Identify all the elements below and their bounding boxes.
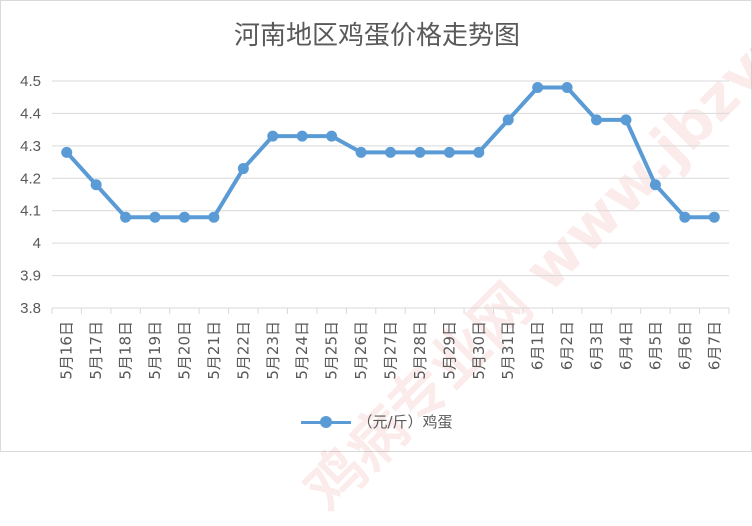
y-tick-labels: 3.8 3.9 4 4.1 4.2 4.3 4.4 4.5: [20, 73, 41, 317]
data-point: [355, 146, 367, 158]
y-tick-label: 4.1: [20, 203, 41, 220]
gridlines: [52, 80, 729, 277]
x-tick-label: 5月19日: [146, 321, 164, 380]
chart-title: 河南地区鸡蛋价格走势图: [233, 21, 520, 51]
x-tick-label: 5月31日: [499, 321, 517, 380]
data-point: [61, 146, 73, 158]
legend: （元/斤）鸡蛋: [1, 411, 752, 432]
data-point: [708, 211, 720, 223]
x-tick-label: 5月22日: [234, 321, 252, 380]
data-point: [443, 146, 455, 158]
x-tick-label: 5月29日: [440, 321, 458, 380]
legend-swatch: [301, 414, 352, 430]
data-point: [149, 211, 161, 223]
y-tick-label: 4.4: [20, 105, 41, 122]
data-point: [90, 179, 102, 191]
data-point: [267, 130, 279, 142]
x-tick-label: 6月5日: [646, 321, 664, 370]
data-point: [208, 211, 220, 223]
y-tick-label: 4.2: [20, 170, 41, 187]
y-tick-label: 3.9: [20, 268, 41, 285]
y-tick-label: 4.3: [20, 138, 41, 155]
y-tick-label: 4.5: [20, 73, 41, 90]
x-tick-label: 6月4日: [617, 321, 635, 370]
x-tick-label: 6月1日: [529, 321, 547, 370]
line-chart: 3.83.944.14.24.34.44.5 5月16日 5月17日 5月18日 5月…: [20, 73, 730, 380]
x-tick-label: 5月24日: [293, 321, 311, 380]
x-tick-label: 6月2日: [558, 321, 576, 370]
data-point: [561, 81, 573, 93]
data-point: [532, 81, 544, 93]
x-tick-label: 5月17日: [87, 321, 105, 380]
data-point: [620, 114, 632, 126]
y-tick-label: 4: [33, 235, 41, 252]
data-point: [679, 211, 691, 223]
data-point: [237, 163, 249, 175]
x-tick-label: 6月3日: [588, 321, 606, 370]
data-point: [502, 114, 514, 126]
x-tick-label: 5月27日: [382, 321, 400, 380]
x-tick-label: 5月21日: [205, 321, 223, 380]
data-point: [473, 146, 485, 158]
x-tick-label: 5月18日: [117, 321, 135, 380]
data-point: [120, 211, 132, 223]
data-point: [591, 114, 603, 126]
x-tick-label: 5月23日: [264, 321, 282, 380]
x-axis: [51, 307, 730, 314]
x-tick-label: 5月26日: [352, 321, 370, 380]
data-point: [414, 146, 426, 158]
data-point: [178, 211, 190, 223]
y-tick-label: 3.8: [20, 300, 41, 317]
data-point: [326, 130, 338, 142]
data-point: [296, 130, 308, 142]
x-tick-label: 5月25日: [323, 321, 341, 380]
data-point: [649, 179, 661, 191]
x-tick-label: 5月16日: [58, 321, 76, 380]
x-tick-label: 5月28日: [411, 321, 429, 380]
x-tick-labels: 5月16日 5月17日 5月18日 5月19日 5月20日 5月21日 5月22日 5月23日…: [58, 321, 724, 380]
legend-label: （元/斤）鸡蛋: [357, 413, 453, 431]
x-tick-label: 5月30日: [470, 321, 488, 380]
series-egg-price: [61, 81, 720, 223]
x-tick-label: 5月20日: [175, 321, 193, 380]
x-tick-label: 6月6日: [676, 321, 694, 370]
data-point: [385, 146, 396, 158]
x-tick-label: 6月7日: [705, 321, 723, 370]
